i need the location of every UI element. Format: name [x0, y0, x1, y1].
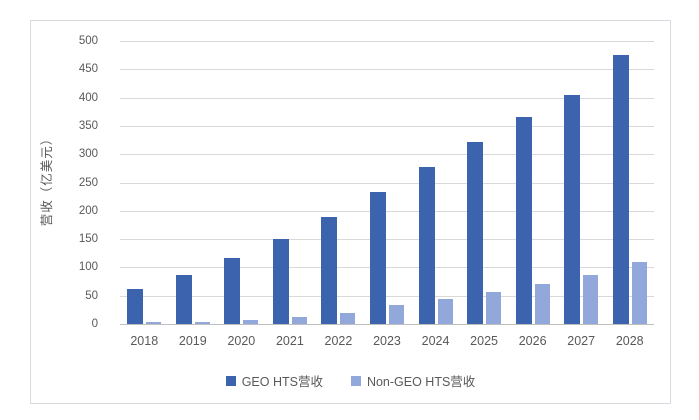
x-axis-line — [120, 324, 654, 325]
bar-group-2022 — [314, 41, 363, 324]
geo-hts-bar-2019 — [175, 275, 192, 324]
y-tick-label: 250 — [78, 176, 98, 189]
bar-group-2024 — [411, 41, 460, 324]
y-tick-label: 100 — [78, 261, 98, 274]
gridline — [120, 239, 654, 241]
y-tick-label: 500 — [78, 35, 98, 47]
x-tick-label-2021: 2021 — [275, 334, 304, 348]
bar-group-2026 — [508, 41, 557, 324]
legend-swatch-non-geo-hts — [350, 375, 361, 386]
non-geo-hts-bar-2023 — [388, 305, 404, 324]
y-tick-label: 400 — [78, 91, 98, 104]
bar-group-2023 — [363, 41, 412, 324]
x-tick-label-2018: 2018 — [130, 334, 159, 348]
legend-item-non-geo-hts: Non-GEO HTS营收 — [350, 371, 476, 390]
non-geo-hts-bar-2027 — [583, 275, 599, 324]
gridline — [120, 154, 654, 156]
bar-group-2019 — [169, 41, 218, 324]
gridline — [120, 69, 654, 71]
geo-hts-bar-2027 — [564, 94, 581, 324]
x-tick-label-2019: 2019 — [178, 334, 207, 348]
bar-group-2025 — [460, 41, 509, 324]
geo-hts-bar-2026 — [515, 116, 532, 324]
y-tick-label: 300 — [78, 148, 98, 161]
x-tick-label-2027: 2027 — [567, 334, 596, 348]
bar-group-2027 — [557, 41, 606, 324]
x-tick-label-2028: 2028 — [615, 334, 644, 348]
bar-group-2020 — [217, 41, 266, 324]
gridline — [120, 210, 654, 212]
geo-hts-bar-2020 — [224, 258, 241, 324]
bar-group-2021 — [266, 41, 315, 324]
gridline — [120, 125, 654, 127]
legend-label-geo-hts: GEO HTS营收 — [241, 375, 323, 389]
x-tick-label-2023: 2023 — [373, 334, 401, 348]
y-tick-label: 150 — [78, 233, 98, 246]
non-geo-hts-bar-2026 — [534, 283, 550, 324]
legend: GEO HTS营收 Non-GEO HTS营收 — [31, 371, 670, 390]
gridline — [120, 182, 654, 184]
y-tick-label: 350 — [78, 119, 98, 132]
legend-label-non-geo-hts: Non-GEO HTS营收 — [366, 375, 476, 389]
y-tick-label: 200 — [78, 204, 98, 217]
x-tick-label-2020: 2020 — [227, 334, 256, 348]
geo-hts-bar-2022 — [321, 216, 338, 324]
bar-group-2018 — [120, 41, 169, 324]
y-tick-label: 450 — [78, 63, 98, 76]
non-geo-hts-bar-2024 — [437, 298, 453, 324]
geo-hts-bar-2023 — [369, 192, 386, 324]
legend-item-geo-hts: GEO HTS营收 — [225, 371, 323, 390]
chart-frame: 营收（亿美元） 0 50 100 150 200 250 300 350 400 450 500 2… — [30, 20, 671, 404]
gridline — [120, 295, 654, 297]
non-geo-hts-bar-2022 — [340, 313, 356, 324]
x-tick-label-2026: 2026 — [518, 334, 547, 348]
legend-swatch-geo-hts — [225, 375, 236, 386]
plot-area — [120, 41, 654, 325]
non-geo-hts-bar-2028 — [631, 261, 647, 324]
x-tick-label-2025: 2025 — [470, 334, 498, 348]
non-geo-hts-bar-2025 — [486, 291, 502, 324]
geo-hts-bar-2021 — [272, 239, 289, 324]
geo-hts-bar-2025 — [467, 142, 484, 324]
x-axis-tick-labels: 2018 2019 2020 2021 2022 2023 2024 2025 2026 2027… — [120, 334, 654, 354]
non-geo-hts-bar-2020 — [243, 320, 259, 324]
x-tick-label-2022: 2022 — [324, 334, 353, 348]
y-tick-label: 50 — [85, 289, 98, 302]
non-geo-hts-bar-2018 — [146, 322, 162, 324]
gridline — [120, 41, 654, 42]
y-tick-label: 0 — [91, 318, 98, 330]
geo-hts-bar-2018 — [127, 288, 144, 324]
bar-group-2028 — [605, 41, 654, 324]
non-geo-hts-bar-2019 — [194, 321, 210, 324]
x-tick-label-2024: 2024 — [421, 334, 450, 348]
geo-hts-bar-2024 — [418, 166, 435, 324]
gridline — [120, 267, 654, 269]
gridline — [120, 97, 654, 99]
non-geo-hts-bar-2021 — [291, 317, 307, 324]
geo-hts-bar-2028 — [612, 55, 629, 324]
